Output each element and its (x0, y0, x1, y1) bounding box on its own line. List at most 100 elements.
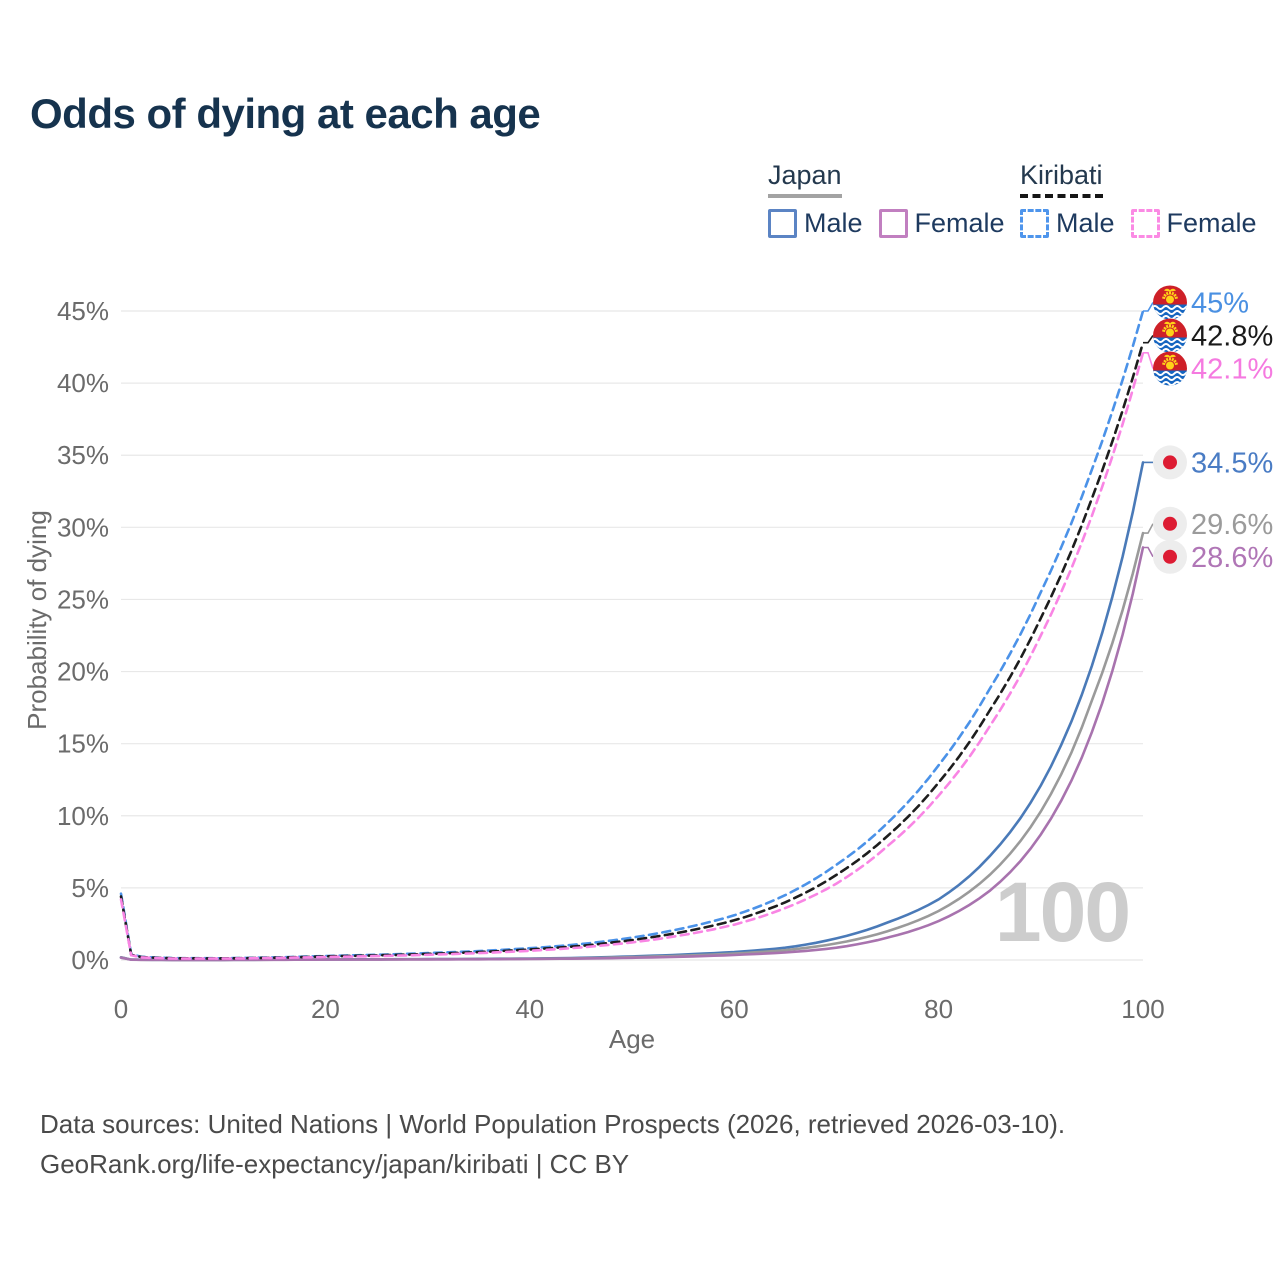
data-sources-line1: Data sources: United Nations | World Pop… (40, 1109, 1066, 1139)
end-value-label-kiribati-both: 42.8% (1191, 321, 1273, 353)
flag-sun (1166, 328, 1174, 337)
flag-badge-japan-female (1153, 539, 1187, 574)
flag-sun-ray (1163, 293, 1167, 298)
y-tick-label: 30% (57, 512, 109, 542)
watermark-group: 100 (995, 865, 1131, 959)
y-axis-title: Probability of dying (22, 510, 52, 730)
kiribati-male-swatch (1020, 209, 1049, 238)
legend-item-kiribati-female[interactable]: Female (1130, 208, 1257, 239)
y-tick-label: 35% (57, 440, 109, 470)
japan-female-swatch (878, 209, 908, 238)
gridlines (121, 310, 1143, 961)
end-value-label-japan-male: 34.5% (1191, 447, 1273, 479)
flag-frigatebird (1164, 321, 1176, 325)
flag-sun-ray (1173, 326, 1177, 331)
label-connector-japan-both (1143, 523, 1154, 534)
flag-frigatebird (1164, 288, 1176, 292)
data-sources: Data sources: United Nations | World Pop… (40, 1104, 1065, 1185)
flag-sun-ray (1165, 291, 1169, 296)
japan-flag-dot (1163, 455, 1177, 470)
x-tick-label: 80 (924, 994, 953, 1024)
series-line-kiribati-female (119, 351, 1145, 960)
data-sources-line2: GeoRank.org/life-expectancy/japan/kiriba… (40, 1149, 630, 1180)
series-line-japan-female (119, 546, 1145, 962)
kiribati-flag-icon (1153, 351, 1187, 386)
axis-titles: Probability of dying Age (22, 510, 655, 1054)
japan-flag-dot (1163, 516, 1177, 531)
flag-sun-ray (1162, 362, 1166, 366)
legend-item-kiribati-male[interactable]: Male (1020, 208, 1115, 239)
flag-sun-ray (1171, 324, 1175, 329)
series-line-kiribati-male (119, 309, 1145, 960)
x-tick-label: 100 (1121, 994, 1164, 1024)
legend-group-japan: Japan Male Female (768, 160, 1005, 239)
flag-sun-ray (1171, 291, 1175, 296)
flag-sun-ray (1174, 362, 1178, 366)
y-tick-label: 20% (57, 657, 109, 687)
flag-waves (1153, 371, 1187, 376)
flag-waves (1153, 305, 1187, 310)
flag-sun-ray (1162, 329, 1166, 333)
series-line-kiribati-both (119, 341, 1145, 960)
watermark-text: 100 (995, 865, 1129, 959)
label-connector-kiribati-female (1143, 352, 1154, 369)
x-tick-label: 40 (515, 994, 544, 1024)
flag-sun-ray (1174, 329, 1178, 333)
label-connector-japan-female (1143, 546, 1154, 558)
axis-tick-labels: 0% 5% 10% 15% 20% 25% 30% 35% 40% 45% 0 20 40 60 80 100 (57, 296, 1165, 1024)
legend-header-kiribati[interactable]: Kiribati (1020, 160, 1103, 198)
end-value-label-japan-female: 28.6% (1191, 542, 1273, 574)
flag-badge-kiribati-female (1153, 351, 1187, 386)
flag-sun-ray (1163, 359, 1167, 364)
legend-label: Male (804, 208, 863, 238)
kiribati-female-swatch (1130, 209, 1160, 238)
flag-badge-japan-both (1153, 506, 1187, 541)
x-tick-label: 0 (114, 994, 128, 1024)
flag-sun-ray (1165, 357, 1169, 362)
legend-label: Male (1056, 208, 1115, 238)
y-tick-label: 25% (57, 584, 109, 614)
end-value-label-japan-both: 29.6% (1191, 509, 1273, 541)
flag-sun-ray (1173, 293, 1177, 298)
legend-header-japan[interactable]: Japan (768, 160, 842, 198)
y-tick-label: 10% (57, 801, 109, 831)
legend-group-kiribati: Kiribati Male Female (1020, 160, 1257, 239)
flag-sun-ray (1173, 359, 1177, 364)
kiribati-flag-icon (1153, 318, 1187, 353)
label-connector-kiribati-both (1143, 335, 1154, 344)
end-value-label-kiribati-male: 45% (1191, 288, 1249, 320)
flag-waves (1153, 338, 1187, 343)
x-tick-label: 20 (311, 994, 340, 1024)
legend-item-japan-male[interactable]: Male (768, 208, 863, 239)
flag-badge-kiribati-both (1153, 318, 1187, 353)
x-tick-label: 60 (720, 994, 749, 1024)
legend-label: Female (914, 208, 1005, 238)
y-tick-label: 45% (57, 296, 109, 326)
flag-sun-ray (1171, 357, 1175, 362)
legend-label: Female (1166, 208, 1257, 238)
series-lines (119, 309, 1145, 962)
y-tick-label: 40% (57, 368, 109, 398)
flag-sun (1166, 361, 1174, 370)
end-labels: 45%42.8%42.1% 34.5% 29.6%28.6% (1143, 285, 1273, 574)
legend-item-japan-female[interactable]: Female (878, 208, 1005, 239)
flag-frigatebird (1164, 354, 1176, 358)
kiribati-flag-icon (1153, 285, 1187, 320)
flag-sun-ray (1163, 326, 1167, 331)
end-value-label-kiribati-female: 42.1% (1191, 354, 1273, 386)
y-tick-label: 5% (71, 873, 109, 903)
japan-male-swatch (768, 209, 797, 238)
legend-row-kiribati: Male Female (1020, 208, 1257, 239)
flag-sun (1166, 295, 1174, 304)
flag-badge-kiribati-male (1153, 285, 1187, 320)
x-axis-title: Age (609, 1024, 655, 1054)
y-tick-label: 0% (71, 945, 109, 975)
flag-badge-japan-male (1153, 445, 1187, 480)
flag-sun-ray (1162, 296, 1166, 300)
flag-sun-ray (1174, 296, 1178, 300)
japan-flag-dot (1163, 549, 1177, 564)
legend-row-japan: Male Female (768, 208, 1005, 239)
page-title: Odds of dying at each age (30, 90, 541, 137)
